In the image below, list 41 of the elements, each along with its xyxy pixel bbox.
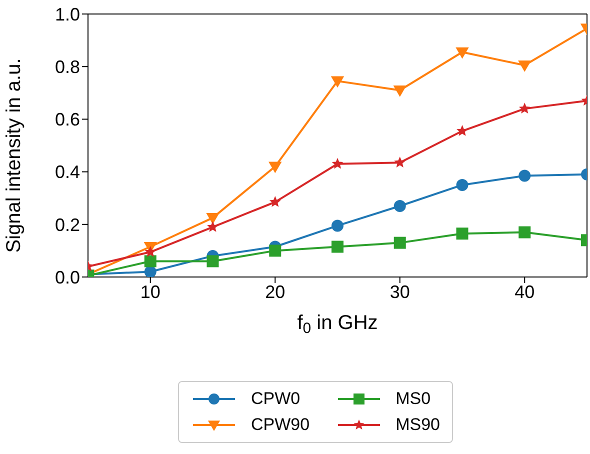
point — [144, 246, 156, 257]
x-tick-label: 10 — [140, 282, 160, 302]
point — [394, 236, 406, 249]
point — [206, 213, 220, 224]
point — [268, 162, 282, 174]
point — [518, 60, 532, 72]
point — [518, 170, 531, 182]
point — [206, 255, 219, 268]
point — [456, 47, 469, 59]
y-tick-label: 0.6 — [54, 110, 80, 130]
point — [332, 220, 344, 232]
legend-label: CPW90 — [251, 415, 310, 435]
y-axis-title: Signal intensity in a.u. — [3, 58, 25, 253]
point — [456, 228, 468, 240]
legend-label: CPW0 — [251, 389, 300, 409]
point — [144, 255, 156, 268]
x-axis-title: f$_{0}$ in GHz — [297, 312, 378, 337]
y-tick-label: 0.4 — [54, 162, 80, 182]
point — [269, 244, 282, 257]
point — [518, 226, 531, 238]
y-tick-label: 0.0 — [54, 267, 80, 288]
point — [456, 178, 468, 191]
point — [207, 221, 218, 232]
x-tick-label: 30 — [390, 282, 410, 302]
y-tick-label: 1.0 — [54, 4, 80, 24]
point — [394, 156, 406, 168]
point — [330, 76, 344, 88]
point — [394, 200, 406, 212]
y-tick-label: 0.2 — [54, 214, 80, 235]
x-tick-label: 40 — [514, 282, 535, 302]
point — [393, 85, 406, 97]
point — [332, 158, 344, 169]
point — [144, 266, 156, 277]
legend-label: MS90 — [396, 415, 440, 435]
y-tick-label: 0.8 — [54, 56, 80, 77]
point — [332, 240, 344, 253]
x-tick-label: 20 — [265, 282, 286, 302]
point — [269, 196, 281, 207]
point — [456, 125, 468, 136]
legend-label: MS0 — [396, 389, 431, 409]
point — [518, 102, 530, 114]
